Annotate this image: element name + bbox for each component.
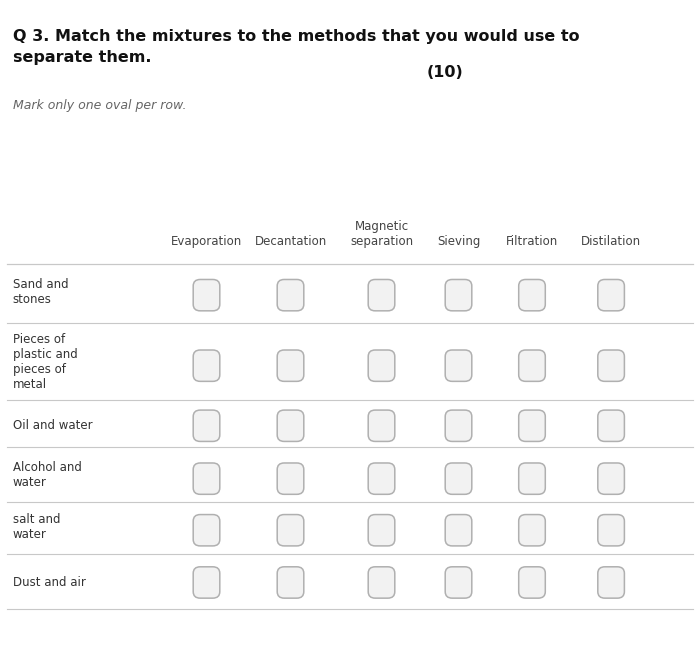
FancyBboxPatch shape <box>598 410 624 441</box>
FancyBboxPatch shape <box>277 515 304 546</box>
Text: Pieces of
plastic and
pieces of
metal: Pieces of plastic and pieces of metal <box>13 334 77 391</box>
FancyBboxPatch shape <box>598 350 624 381</box>
FancyBboxPatch shape <box>368 515 395 546</box>
FancyBboxPatch shape <box>193 279 220 311</box>
FancyBboxPatch shape <box>598 515 624 546</box>
FancyBboxPatch shape <box>277 410 304 441</box>
Text: Mark only one oval per row.: Mark only one oval per row. <box>13 99 186 112</box>
Text: Alcohol and
water: Alcohol and water <box>13 462 81 489</box>
FancyBboxPatch shape <box>193 463 220 494</box>
FancyBboxPatch shape <box>368 567 395 598</box>
FancyBboxPatch shape <box>193 567 220 598</box>
Text: separate them.: separate them. <box>13 50 151 65</box>
FancyBboxPatch shape <box>368 410 395 441</box>
FancyBboxPatch shape <box>277 463 304 494</box>
FancyBboxPatch shape <box>519 567 545 598</box>
FancyBboxPatch shape <box>445 515 472 546</box>
FancyBboxPatch shape <box>368 463 395 494</box>
FancyBboxPatch shape <box>519 410 545 441</box>
Text: Filtration: Filtration <box>506 235 558 248</box>
FancyBboxPatch shape <box>598 463 624 494</box>
FancyBboxPatch shape <box>193 350 220 381</box>
FancyBboxPatch shape <box>277 350 304 381</box>
Text: Q 3. Match the mixtures to the methods that you would use to: Q 3. Match the mixtures to the methods t… <box>13 29 579 44</box>
Text: Sand and
stones: Sand and stones <box>13 278 68 306</box>
FancyBboxPatch shape <box>368 350 395 381</box>
FancyBboxPatch shape <box>519 515 545 546</box>
Text: Sieving: Sieving <box>437 235 480 248</box>
Text: Dust and air: Dust and air <box>13 576 85 589</box>
FancyBboxPatch shape <box>445 463 472 494</box>
Text: Oil and water: Oil and water <box>13 419 92 432</box>
FancyBboxPatch shape <box>445 410 472 441</box>
FancyBboxPatch shape <box>368 279 395 311</box>
Text: (10): (10) <box>427 65 463 80</box>
FancyBboxPatch shape <box>193 515 220 546</box>
Text: Magnetic
separation: Magnetic separation <box>350 220 413 248</box>
FancyBboxPatch shape <box>193 410 220 441</box>
FancyBboxPatch shape <box>519 279 545 311</box>
FancyBboxPatch shape <box>277 567 304 598</box>
FancyBboxPatch shape <box>598 279 624 311</box>
Text: Evaporation: Evaporation <box>171 235 242 248</box>
FancyBboxPatch shape <box>277 279 304 311</box>
FancyBboxPatch shape <box>519 463 545 494</box>
FancyBboxPatch shape <box>598 567 624 598</box>
Text: salt and
water: salt and water <box>13 513 60 541</box>
FancyBboxPatch shape <box>445 567 472 598</box>
FancyBboxPatch shape <box>445 350 472 381</box>
Text: Decantation: Decantation <box>254 235 327 248</box>
FancyBboxPatch shape <box>445 279 472 311</box>
Text: Distilation: Distilation <box>581 235 641 248</box>
FancyBboxPatch shape <box>519 350 545 381</box>
